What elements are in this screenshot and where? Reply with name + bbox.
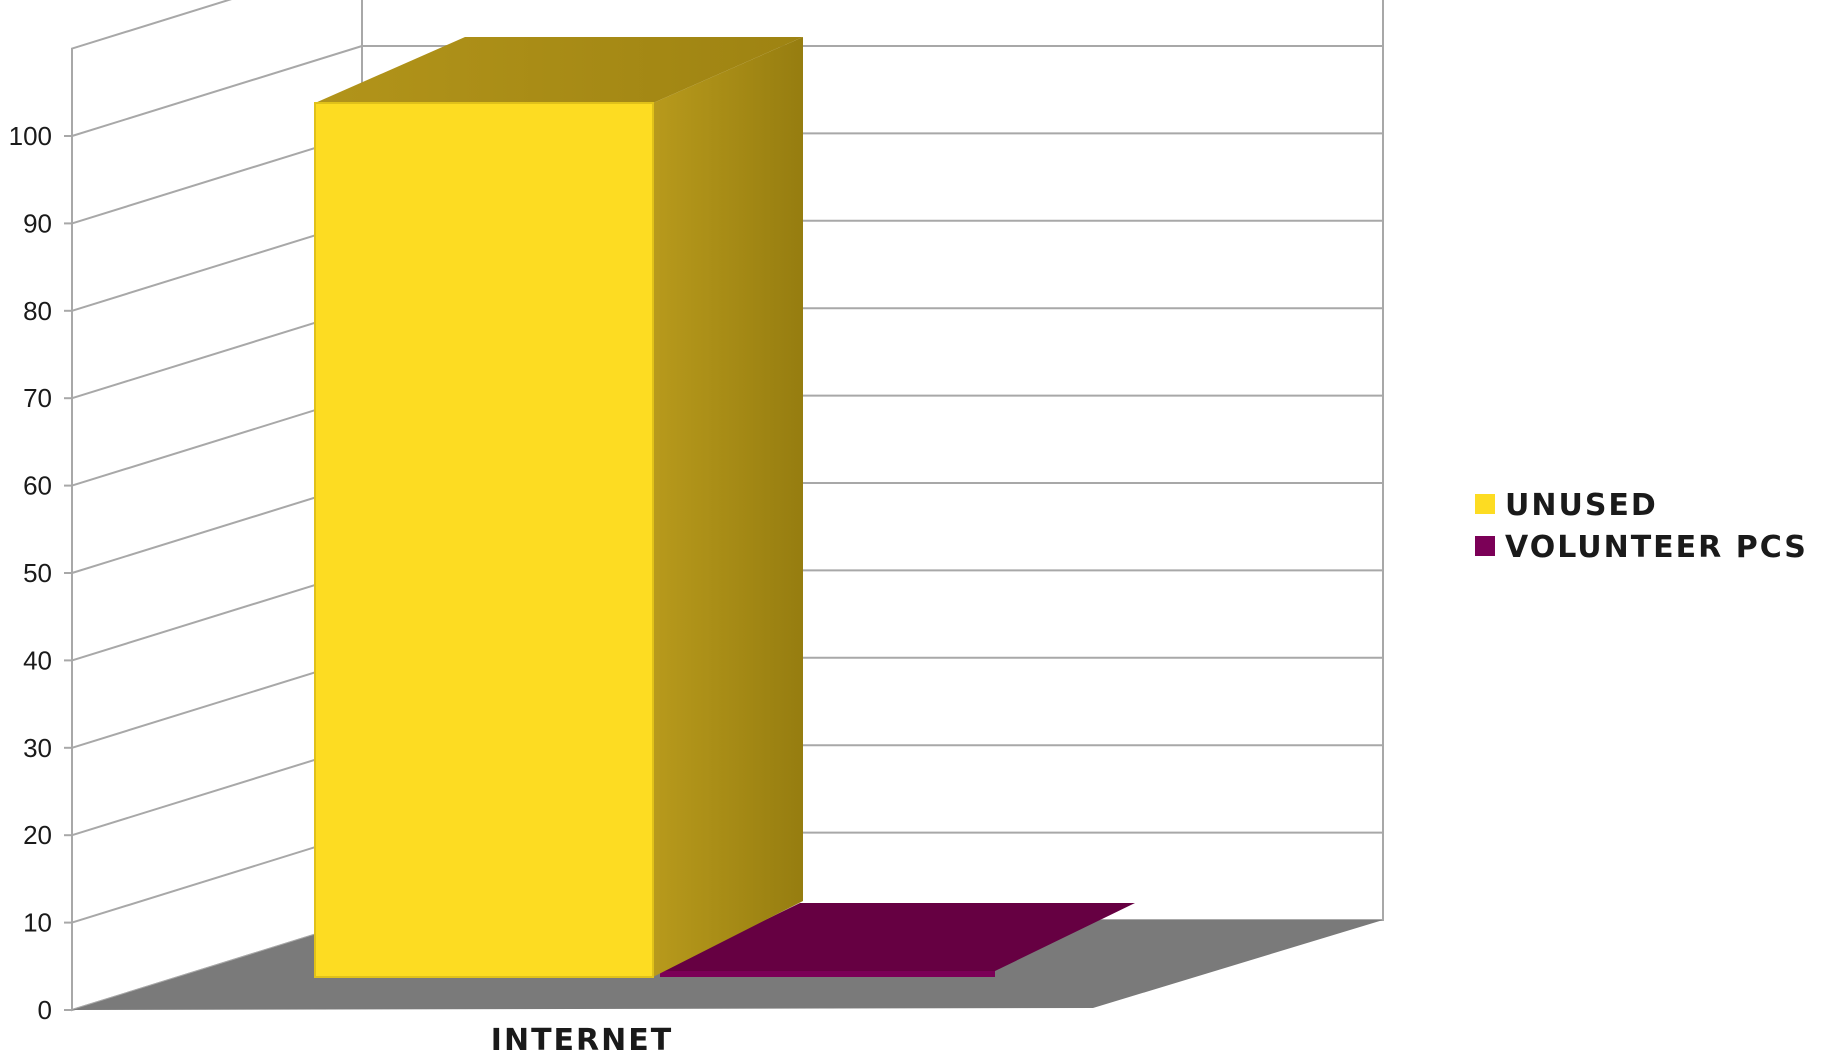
side-gridline — [71, 744, 363, 837]
side-gridline — [71, 45, 363, 137]
side-gridline — [71, 831, 363, 924]
legend-swatch — [1475, 536, 1495, 556]
side-gridline — [71, 394, 363, 487]
y-tick-label: 90 — [23, 208, 52, 238]
side-gridline — [71, 482, 363, 574]
side-gridline — [71, 656, 363, 749]
legend: UNUSED VOLUNTEER PCS — [1475, 488, 1808, 565]
bar-unused-front — [314, 102, 654, 978]
y-tick-label: 20 — [23, 820, 52, 850]
bar-unused-side — [653, 37, 803, 977]
y-tick-label: 60 — [23, 471, 52, 501]
legend-label: UNUSED — [1505, 488, 1658, 523]
y-tick-label: 10 — [23, 908, 52, 938]
side-gridline — [71, 132, 363, 225]
bar-volunteer-pcs-front — [660, 971, 995, 977]
side-gridline — [71, 219, 363, 312]
chart-bars — [314, 37, 1135, 978]
side-gridline — [71, 569, 363, 662]
y-tick-label: 40 — [23, 645, 52, 675]
bar-volunteer-pcs-top — [660, 903, 1135, 971]
y-tick-label: 70 — [23, 383, 52, 413]
legend-swatch — [1475, 494, 1495, 514]
y-tick-label: 50 — [23, 558, 52, 588]
y-tick-label: 80 — [23, 296, 52, 326]
y-tick-label: 30 — [23, 733, 52, 763]
bar-unused-top — [315, 37, 803, 103]
x-axis-labels: INTERNET — [491, 1023, 673, 1058]
legend-label: VOLUNTEER PCS — [1505, 530, 1808, 565]
y-tick-label: 100 — [9, 121, 52, 151]
x-category-label: INTERNET — [491, 1023, 673, 1058]
y-tick-label: 0 — [38, 995, 52, 1025]
side-gridline — [71, 307, 363, 400]
y-axis-ticks: 0 10 20 30 40 50 60 70 80 90 100 — [9, 121, 72, 1025]
